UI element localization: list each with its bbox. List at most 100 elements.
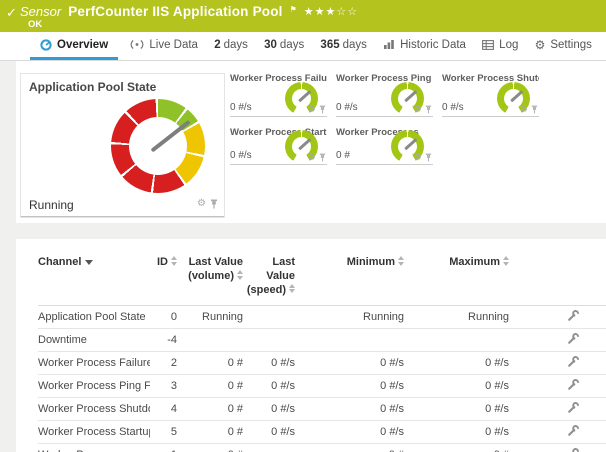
panel-gear-icon[interactable]: ⚙ [520, 105, 528, 114]
channel-name: Worker Process Shutdo... [38, 398, 150, 421]
channel-id: 0 [150, 306, 179, 329]
column-label: Last Value [189, 256, 243, 268]
tab-live-data-label: Live Data [149, 39, 198, 51]
column-header-last-value-volume[interactable]: Last Value (volume) [179, 239, 245, 306]
tab-2-days-number: 2 [214, 39, 220, 51]
tab-log[interactable]: Log [478, 32, 522, 60]
channel-id: 5 [150, 421, 179, 444]
table-row: Worker Process Ping Fa... 3 0 # 0 #/s 0 … [38, 375, 606, 398]
channel-maximum [406, 329, 511, 352]
edit-channel-wrench-icon[interactable] [567, 356, 579, 371]
channel-last-value-volume: 0 # [179, 352, 245, 375]
channel-id: 4 [150, 398, 179, 421]
sort-desc-icon [85, 260, 93, 265]
panel-gear-icon[interactable]: ⚙ [308, 153, 316, 162]
table-row: Application Pool State 0 Running Running… [38, 306, 606, 329]
mini-gauge-worker-process-shutdown-failures: Worker Process Shutdown Fa... 0 #/s ⚙ [442, 72, 539, 117]
channel-id: -4 [150, 329, 179, 352]
panel-pin-icon[interactable] [425, 105, 432, 114]
panel-pin-icon[interactable] [319, 105, 326, 114]
channel-last-value-volume: 0 # [179, 375, 245, 398]
channel-last-value-speed: 0 #/s [245, 352, 297, 375]
channel-id: 1 [150, 444, 179, 452]
mini-gauge-value: 0 #/s [230, 102, 252, 113]
panel-gear-icon[interactable]: ⚙ [414, 153, 422, 162]
stars-empty[interactable]: ☆☆ [336, 6, 358, 18]
sort-icon [289, 284, 295, 294]
sort-icon [171, 256, 177, 266]
edit-channel-wrench-icon[interactable] [567, 425, 579, 440]
column-header-maximum[interactable]: Maximum [406, 239, 511, 306]
channel-last-value-volume: 0 # [179, 421, 245, 444]
edit-channel-wrench-icon[interactable] [567, 448, 579, 452]
edit-channel-wrench-icon[interactable] [567, 333, 579, 348]
channel-maximum: Running [406, 306, 511, 329]
live-data-broadcast-icon [130, 39, 144, 50]
edit-channel-wrench-icon[interactable] [567, 310, 579, 325]
table-row: Worker Process Startup... 5 0 # 0 #/s 0 … [38, 421, 606, 444]
tab-30-days-number: 30 [264, 39, 277, 51]
column-label: (volume) [188, 270, 234, 282]
channel-minimum: 0 # [297, 444, 406, 452]
column-label: Channel [38, 256, 81, 268]
column-label: ID [157, 256, 168, 268]
tab-log-label: Log [499, 39, 518, 51]
flag-icon[interactable]: ⚑ [290, 5, 297, 14]
channel-minimum [297, 329, 406, 352]
sensor-title: PerfCounter IIS Application Pool [68, 4, 282, 19]
panel-pin-icon[interactable] [531, 105, 538, 114]
main-gauge-footer: Running ⚙ [21, 196, 224, 217]
column-label: Last Value [266, 256, 295, 282]
channel-last-value-speed: 0 #/s [245, 375, 297, 398]
priority-stars[interactable]: ★★★☆☆ [304, 5, 358, 18]
channel-last-value-speed: 0 #/s [245, 398, 297, 421]
sort-icon [503, 256, 509, 266]
status-ok-check-icon: ✓ [6, 5, 17, 21]
mini-gauge-title: Worker Process Failures [230, 73, 327, 84]
edit-channel-wrench-icon[interactable] [567, 402, 579, 417]
tab-settings[interactable]: ⚙ Settings [531, 32, 596, 60]
tab-overview[interactable]: Overview [30, 32, 118, 60]
panel-pin-icon[interactable] [210, 199, 218, 209]
channel-last-value-volume: 0 # [179, 444, 245, 452]
tab-historic-data[interactable]: Historic Data [379, 32, 470, 60]
channel-maximum: 0 #/s [406, 421, 511, 444]
column-header-id[interactable]: ID [150, 239, 179, 306]
object-kind-label: Sensor [20, 4, 61, 19]
column-header-channel[interactable]: Channel [38, 239, 150, 306]
edit-channel-wrench-icon[interactable] [567, 379, 579, 394]
channels-table: Channel ID Last Value (volume) Last Value… [38, 239, 606, 452]
application-pool-state-gauge-panel: Application Pool State Running ⚙ [20, 73, 225, 218]
tab-live-data[interactable]: Live Data [126, 32, 202, 60]
mini-gauge-title: Worker Process Ping Failures [336, 73, 433, 84]
panel-pin-icon[interactable] [319, 153, 326, 162]
mini-gauge-value: 0 #/s [336, 102, 358, 113]
column-header-actions [511, 239, 606, 306]
channel-last-value-speed [245, 444, 297, 452]
channel-maximum: 0 #/s [406, 398, 511, 421]
table-header-row: Channel ID Last Value (volume) Last Value… [38, 239, 606, 306]
channel-minimum: 0 #/s [297, 398, 406, 421]
panel-gear-icon[interactable]: ⚙ [197, 199, 206, 209]
stars-filled[interactable]: ★★★ [304, 6, 337, 18]
mini-gauge-value: 0 #/s [442, 102, 464, 113]
channel-name: Worker Process Ping Fa... [38, 375, 150, 398]
channel-minimum: 0 #/s [297, 352, 406, 375]
tab-settings-label: Settings [550, 39, 592, 51]
tab-365-days[interactable]: 365 days [316, 32, 370, 60]
panel-gear-icon[interactable]: ⚙ [414, 105, 422, 114]
tab-2-days[interactable]: 2days [210, 32, 252, 60]
mini-gauge-value: 0 # [336, 150, 350, 161]
sensor-status-text: OK [28, 19, 42, 30]
panel-pin-icon[interactable] [425, 153, 432, 162]
column-header-last-value-speed[interactable]: Last Value(speed) [245, 239, 297, 306]
tab-365-days-number: 365 [320, 39, 339, 51]
mini-gauge-value: 0 #/s [230, 150, 252, 161]
tab-30-days[interactable]: 30days [260, 32, 308, 60]
tab-365-days-unit: days [343, 39, 367, 51]
column-header-minimum[interactable]: Minimum [297, 239, 406, 306]
channel-minimum: Running [297, 306, 406, 329]
panel-gear-icon[interactable]: ⚙ [308, 105, 316, 114]
mini-gauge-worker-processes: Worker Processes 0 # ⚙ [336, 126, 433, 165]
tab-overview-label: Overview [57, 39, 108, 51]
